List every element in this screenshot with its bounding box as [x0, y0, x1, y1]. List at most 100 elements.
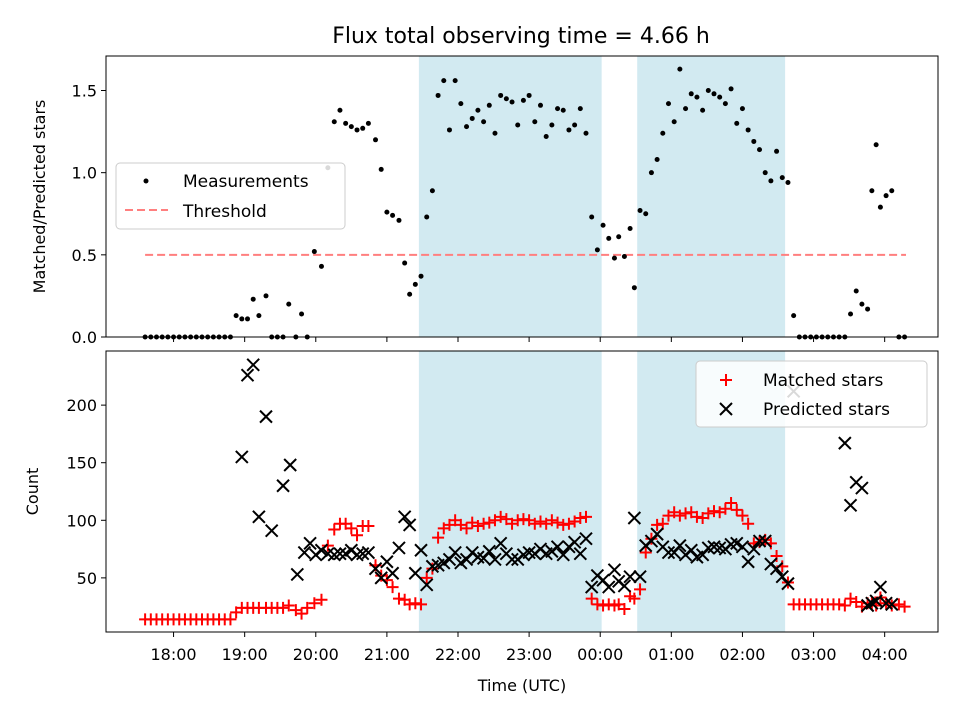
predicted-star-point — [276, 479, 290, 493]
measurement-point — [859, 301, 865, 307]
matched-star-point — [224, 613, 237, 626]
x-tick-label: 21:00 — [364, 645, 410, 664]
measurement-point — [311, 249, 317, 255]
predicted-star-point — [235, 450, 249, 464]
predicted-star-point — [747, 542, 761, 556]
measurement-point — [577, 106, 583, 112]
series-predicted-stars — [235, 358, 899, 613]
matched-star-point — [557, 518, 570, 531]
measurement-point — [734, 120, 740, 126]
measurement-point — [671, 119, 677, 125]
matched-star-point — [420, 571, 433, 584]
measurement-point — [589, 214, 595, 220]
predicted-star-point — [240, 368, 255, 382]
measurement-point — [889, 188, 895, 194]
measurement-point — [509, 99, 515, 105]
measurement-point — [751, 138, 757, 144]
matched-star-point — [656, 517, 669, 530]
measurement-point — [318, 263, 324, 269]
measurement-point — [464, 124, 470, 130]
matched-star-point — [403, 598, 416, 611]
measurement-point — [549, 122, 555, 128]
y-axis-label: Count — [23, 468, 42, 516]
measurement-point — [412, 281, 418, 287]
predicted-star-point — [290, 567, 304, 582]
predicted-star-point — [368, 561, 383, 576]
measurement-point — [245, 316, 251, 322]
matched-star-point — [651, 518, 664, 531]
measurement-point — [779, 175, 785, 181]
measurement-point — [616, 234, 622, 240]
matched-star-point — [517, 513, 530, 526]
measurement-point — [503, 96, 509, 102]
matched-star-point — [494, 510, 507, 523]
measurement-point — [611, 255, 617, 261]
matched-star-point — [562, 517, 575, 530]
predicted-star-point — [873, 580, 888, 594]
predicted-star-point — [769, 561, 784, 576]
predicted-star-point — [860, 598, 875, 613]
measurement-point — [705, 88, 711, 94]
matched-star-point — [534, 515, 547, 528]
measurement-point — [791, 313, 797, 319]
legend-box — [695, 360, 928, 428]
predicted-star-point — [623, 570, 637, 584]
x-tick-label: 22:00 — [435, 645, 481, 664]
matched-star-point — [277, 601, 290, 614]
predicted-star-point — [380, 555, 394, 569]
y-tick-label: 1.0 — [72, 164, 97, 183]
predicted-star-point — [414, 543, 428, 557]
measurement-point — [555, 106, 561, 112]
x-tick-label: 04:00 — [862, 645, 908, 664]
x-tick-label: 19:00 — [222, 645, 268, 664]
axes-frame — [105, 55, 939, 338]
matched-star-point — [702, 507, 715, 520]
measurement-point — [774, 148, 780, 154]
matched-star-point — [708, 505, 720, 518]
measurement-point — [762, 170, 768, 176]
measurement-point — [606, 235, 612, 241]
legend-label: Predicted stars — [763, 400, 890, 420]
predicted-star-point — [392, 541, 406, 555]
shaded-interval — [418, 351, 602, 632]
matched-star-point — [308, 597, 321, 610]
measurement-point — [543, 134, 549, 140]
measurement-point — [848, 311, 854, 317]
measurement-point — [498, 92, 504, 98]
predicted-star-point — [385, 566, 400, 580]
x-tick-label: 02:00 — [719, 645, 765, 664]
matched-star-point — [528, 517, 541, 530]
measurement-point — [873, 142, 879, 148]
predicted-star-point — [303, 536, 317, 551]
measurement-point — [785, 180, 791, 186]
measurement-point — [683, 106, 689, 112]
predicted-star-point — [673, 538, 687, 553]
measurement-point — [711, 91, 717, 97]
measurement-point — [384, 209, 390, 215]
measurement-point — [560, 107, 566, 113]
measurement-point — [343, 120, 349, 126]
measurement-point — [299, 311, 305, 317]
x-tick-label: 20:00 — [293, 645, 339, 664]
legend-measurement-marker — [143, 178, 149, 184]
matched-star-point — [471, 520, 484, 533]
matched-star-point — [301, 601, 314, 614]
y-tick-label: 1.5 — [72, 82, 97, 101]
measurement-point — [396, 217, 402, 223]
legend: Measurements Threshold — [115, 162, 346, 230]
matched-star-point — [898, 600, 911, 613]
measurement-point — [435, 92, 441, 98]
matched-star-point — [477, 517, 490, 530]
measurement-point — [239, 316, 245, 322]
predicted-star-point — [448, 545, 462, 560]
measurement-point — [677, 66, 683, 72]
y-axis-label: Matched/Predicted stars — [30, 100, 49, 294]
measurement-point — [594, 247, 600, 253]
predicted-star-point — [573, 546, 588, 561]
legend-label: Matched stars — [763, 371, 883, 391]
measurement-point — [621, 253, 627, 259]
x-tick-label: 23:00 — [506, 645, 552, 664]
matched-star-point — [833, 598, 846, 611]
measurement-point — [390, 212, 396, 218]
measurement-point — [520, 97, 526, 103]
